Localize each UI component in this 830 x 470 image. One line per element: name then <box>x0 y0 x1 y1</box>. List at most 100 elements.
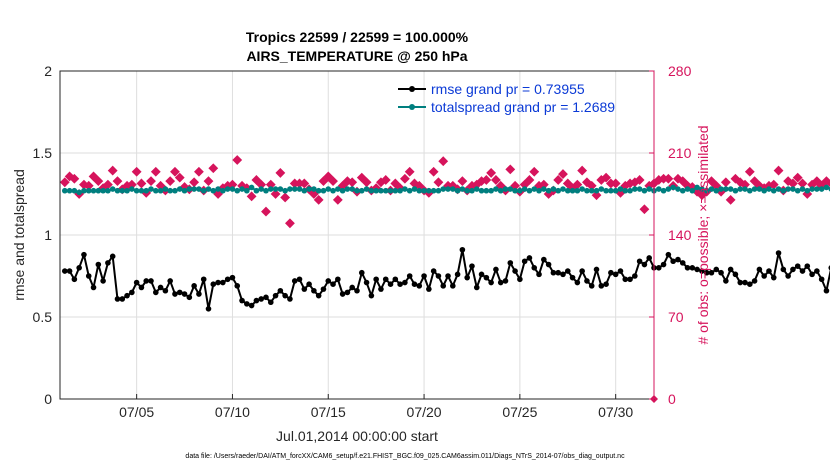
spread-point <box>172 187 178 194</box>
y-axis-label-left: rmse and totalspread <box>11 169 27 301</box>
spread-point <box>157 187 164 194</box>
y-tick-label-left: 1 <box>44 227 52 243</box>
chart-title-line-1: Tropics 22599 / 22599 = 100.000% <box>246 29 469 45</box>
spread-point <box>679 187 686 194</box>
spread-point <box>224 186 231 192</box>
rmse-point <box>737 279 744 286</box>
rmse-point <box>823 287 830 294</box>
rmse-point <box>703 269 710 276</box>
x-tick-label: 07/10 <box>215 404 250 420</box>
rmse-point <box>61 268 68 274</box>
spread-point <box>253 187 260 194</box>
obs-count-marker <box>404 166 415 177</box>
spread-point <box>564 187 571 194</box>
rmse-point <box>71 276 78 283</box>
rmse-point <box>799 268 806 274</box>
spread-point <box>670 184 676 191</box>
obs-count-marker <box>438 156 449 167</box>
rmse-point <box>358 269 365 276</box>
spread-point <box>416 187 423 194</box>
rmse-point <box>469 263 475 269</box>
spread-point <box>488 187 494 194</box>
spread-point <box>646 186 653 192</box>
spread-point <box>684 186 691 192</box>
x-tick-label: 07/15 <box>311 404 346 420</box>
spread-point <box>148 186 154 192</box>
obs-count-marker <box>577 165 588 176</box>
spread-point <box>368 187 375 194</box>
rmse-point <box>679 260 686 266</box>
rmse-point <box>66 268 73 274</box>
rmse-point <box>114 296 121 302</box>
spread-point <box>823 184 830 191</box>
spread-point <box>497 187 504 194</box>
spread-point <box>378 187 384 194</box>
obs-count-marker <box>361 177 372 188</box>
spread-point <box>81 187 87 194</box>
obs-count-marker <box>481 175 492 185</box>
obs-count-marker <box>313 194 324 205</box>
spread-point <box>804 187 811 194</box>
spread-point <box>478 187 485 194</box>
y-tick-label-right: 140 <box>668 227 692 243</box>
obs-count-marker <box>380 175 391 185</box>
rmse-point <box>761 273 767 279</box>
obs-count-marker <box>189 177 200 188</box>
obs-count-marker <box>146 176 156 187</box>
spread-point <box>579 186 585 192</box>
obs-count-marker <box>232 155 243 165</box>
rmse-point <box>723 278 729 284</box>
rmse-point <box>162 287 169 294</box>
obs-count-marker <box>720 177 731 188</box>
spread-point <box>747 187 753 194</box>
rmse-point <box>555 269 561 276</box>
spread-point <box>622 187 629 194</box>
rmse-point <box>382 276 389 283</box>
rmse-point <box>378 286 384 292</box>
spread-point <box>430 187 437 194</box>
rmse-point <box>205 306 212 312</box>
obs-count-marker <box>768 179 779 190</box>
obs-count-marker <box>811 176 822 187</box>
obs-count-marker <box>562 178 573 189</box>
rmse-point <box>488 279 494 286</box>
spread-point <box>406 187 413 194</box>
rmse-point <box>220 279 226 286</box>
obs-count-marker <box>744 166 755 177</box>
obs-count-marker <box>280 192 291 203</box>
spread-point <box>320 187 327 194</box>
obs-count-marker <box>347 177 358 188</box>
rmse-point <box>148 278 154 284</box>
obs-count-marker <box>69 173 80 184</box>
spread-point <box>119 187 126 194</box>
rmse-point <box>560 271 566 278</box>
rmse-point <box>689 265 696 271</box>
obs-count-marker <box>792 172 803 183</box>
spread-point <box>162 186 169 192</box>
rmse-point <box>794 263 801 269</box>
y-tick-label-right: 280 <box>668 63 692 79</box>
obs-count-marker <box>261 206 271 217</box>
spread-point <box>344 186 351 192</box>
rmse-point <box>545 261 552 268</box>
axes: 07/05 07/10 07/15 07/20 07/25 07/30 0 0.5 1 1.5 2 0… <box>33 63 692 420</box>
spread-point <box>598 186 605 192</box>
rmse-point <box>426 286 432 292</box>
obs-count-marker <box>558 169 568 179</box>
rmse-point <box>713 266 720 273</box>
obs-count-marker <box>505 164 516 175</box>
rmse-point <box>397 281 403 288</box>
rmse-point <box>459 246 466 253</box>
rmse-point <box>176 289 183 296</box>
obs-count-marker <box>491 175 501 185</box>
spread-point <box>330 187 336 194</box>
obs-count-marker <box>524 175 535 185</box>
spread-point <box>382 187 389 194</box>
obs-count-marker <box>165 176 176 187</box>
obs-count-marker <box>797 178 808 189</box>
spread-point <box>263 187 269 194</box>
rmse-point <box>229 274 236 281</box>
spread-point <box>574 187 581 194</box>
rmse-point <box>129 289 135 296</box>
rmse-point <box>622 276 629 283</box>
